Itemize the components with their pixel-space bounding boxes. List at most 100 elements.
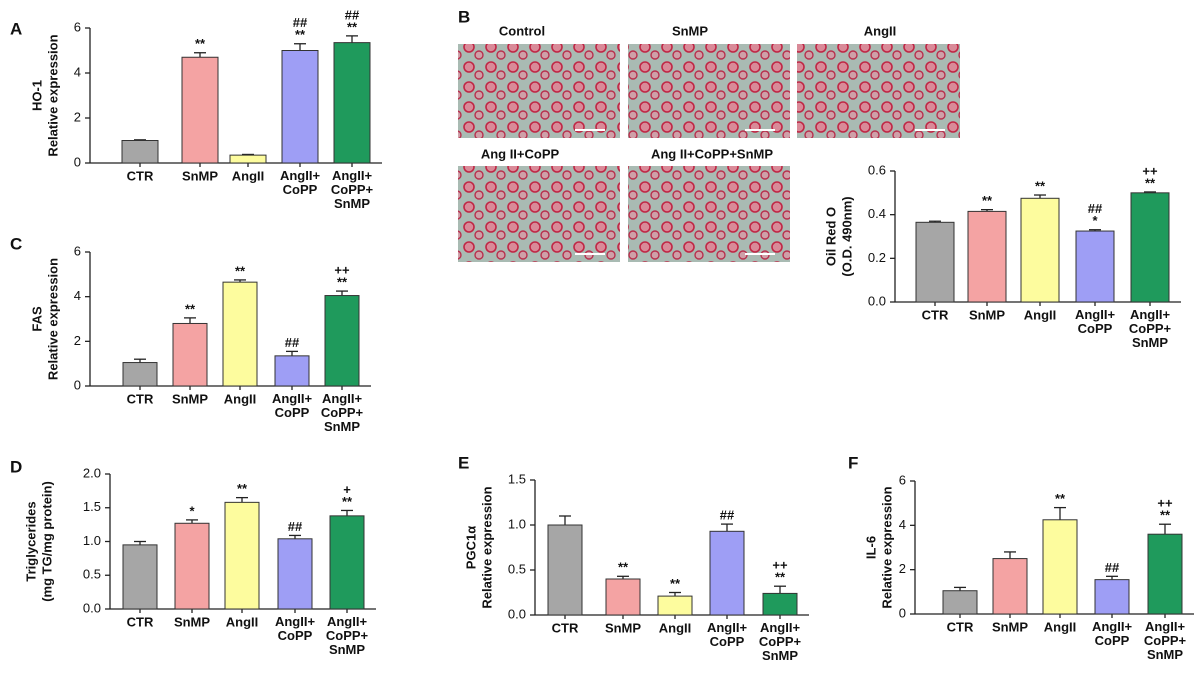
bar bbox=[281, 50, 319, 164]
x-tick-label: AngII bbox=[224, 391, 257, 406]
x-tick-label: AngII bbox=[1044, 619, 1077, 634]
image-label: AngII bbox=[864, 23, 897, 38]
x-tick-label: AngII+ CoPP bbox=[272, 391, 312, 420]
x-tick-label: SnMP bbox=[172, 391, 208, 406]
x-tick-label: AngII+ CoPP bbox=[1075, 307, 1115, 336]
significance-mark: ** bbox=[1145, 175, 1156, 190]
bar bbox=[1020, 197, 1060, 303]
x-tick-label: SnMP bbox=[992, 619, 1028, 634]
micrograph bbox=[628, 44, 790, 138]
y-tick-label: 0.4 bbox=[868, 206, 886, 221]
bar bbox=[224, 501, 260, 610]
panel-label: C bbox=[10, 234, 22, 253]
x-tick-label: SnMP bbox=[174, 614, 210, 629]
x-tick-label: CTR bbox=[127, 391, 154, 406]
image-label: Ang II+CoPP bbox=[481, 146, 560, 161]
x-tick-label: CTR bbox=[947, 619, 974, 634]
y-tick-label: 0.0 bbox=[83, 600, 101, 615]
x-tick-label: AngII+ CoPP+ SnMP bbox=[321, 391, 364, 434]
y-tick-label: 0 bbox=[74, 154, 81, 169]
x-tick-label: SnMP bbox=[605, 620, 641, 635]
bar bbox=[277, 538, 313, 610]
y-axis-label: FAS bbox=[29, 306, 44, 332]
image-label: Ang II+CoPP+SnMP bbox=[651, 146, 773, 161]
x-tick-label: AngII+ CoPP+ SnMP bbox=[326, 614, 369, 657]
x-tick-label: CTR bbox=[552, 620, 579, 635]
micrograph bbox=[458, 166, 620, 262]
bar bbox=[762, 592, 798, 616]
y-tick-label: 0 bbox=[74, 377, 81, 392]
significance-mark: ** bbox=[1055, 491, 1066, 506]
bar bbox=[222, 281, 258, 387]
y-axis-label: Triglycerides bbox=[23, 501, 38, 581]
y-tick-label: 6 bbox=[74, 243, 81, 258]
panel-label: D bbox=[10, 457, 22, 476]
significance-mark: ++ bbox=[334, 263, 350, 278]
panel-label: B bbox=[458, 7, 470, 26]
y-tick-label: 6 bbox=[899, 472, 906, 487]
panel-label: A bbox=[10, 19, 22, 38]
y-axis-label: Oil Red O bbox=[823, 207, 838, 266]
bar bbox=[122, 362, 158, 387]
significance-mark: * bbox=[1092, 213, 1098, 228]
significance-mark: ## bbox=[1088, 201, 1103, 216]
significance-mark: ## bbox=[285, 335, 300, 350]
bar bbox=[172, 322, 208, 387]
significance-mark: ** bbox=[1160, 508, 1171, 523]
y-tick-label: 0.0 bbox=[868, 293, 886, 308]
y-tick-label: 0.0 bbox=[508, 606, 526, 621]
x-tick-label: AngII bbox=[232, 168, 265, 183]
y-axis-label: IL-6 bbox=[863, 536, 878, 559]
bar bbox=[1130, 192, 1170, 303]
x-tick-label: SnMP bbox=[969, 307, 1005, 322]
micrograph bbox=[458, 44, 620, 138]
significance-mark: ** bbox=[185, 301, 196, 316]
significance-mark: ## bbox=[1105, 560, 1120, 575]
y-tick-label: 2 bbox=[74, 333, 81, 348]
x-tick-label: AngII+ CoPP bbox=[707, 620, 747, 649]
x-tick-label: AngII bbox=[1024, 307, 1057, 322]
x-tick-label: AngII+ CoPP+ SnMP bbox=[331, 168, 374, 211]
significance-mark: ## bbox=[345, 7, 360, 22]
bar bbox=[122, 544, 158, 610]
significance-mark: + bbox=[343, 482, 351, 497]
y-tick-label: 1.5 bbox=[83, 499, 101, 514]
significance-mark: ** bbox=[1035, 178, 1046, 193]
significance-mark: ## bbox=[293, 15, 308, 30]
y-axis-label: HO-1 bbox=[29, 80, 44, 111]
y-axis-label: (mg TG/mg protein) bbox=[39, 481, 54, 602]
bar bbox=[942, 590, 978, 615]
x-tick-label: AngII bbox=[659, 620, 692, 635]
bar bbox=[657, 595, 693, 616]
significance-mark: ** bbox=[295, 27, 306, 42]
y-axis-label: Relative expression bbox=[479, 486, 494, 608]
significance-mark: ** bbox=[347, 19, 358, 34]
significance-mark: ** bbox=[235, 263, 246, 278]
y-axis-label: Relative expression bbox=[45, 258, 60, 380]
significance-mark: * bbox=[189, 503, 195, 518]
significance-mark: ## bbox=[288, 519, 303, 534]
bar bbox=[967, 210, 1007, 303]
y-tick-label: 2 bbox=[899, 561, 906, 576]
bar bbox=[329, 515, 365, 610]
x-tick-label: CTR bbox=[127, 614, 154, 629]
panel-label: E bbox=[458, 453, 469, 472]
y-tick-label: 0.5 bbox=[83, 567, 101, 582]
bar bbox=[915, 221, 955, 303]
micrograph bbox=[797, 44, 960, 138]
significance-mark: ## bbox=[720, 508, 735, 523]
bar bbox=[992, 558, 1028, 615]
y-tick-label: 4 bbox=[74, 288, 81, 303]
y-tick-label: 1.5 bbox=[508, 471, 526, 486]
x-tick-label: CTR bbox=[922, 307, 949, 322]
bar bbox=[229, 154, 267, 164]
y-tick-label: 4 bbox=[899, 517, 906, 532]
x-tick-label: AngII+ CoPP+ SnMP bbox=[759, 620, 802, 663]
x-tick-label: AngII+ CoPP+ SnMP bbox=[1144, 619, 1187, 662]
significance-mark: ++ bbox=[772, 558, 788, 573]
y-tick-label: 2 bbox=[74, 109, 81, 124]
bar bbox=[1075, 230, 1115, 303]
x-tick-label: AngII bbox=[226, 614, 259, 629]
y-tick-label: 0.6 bbox=[868, 162, 886, 177]
